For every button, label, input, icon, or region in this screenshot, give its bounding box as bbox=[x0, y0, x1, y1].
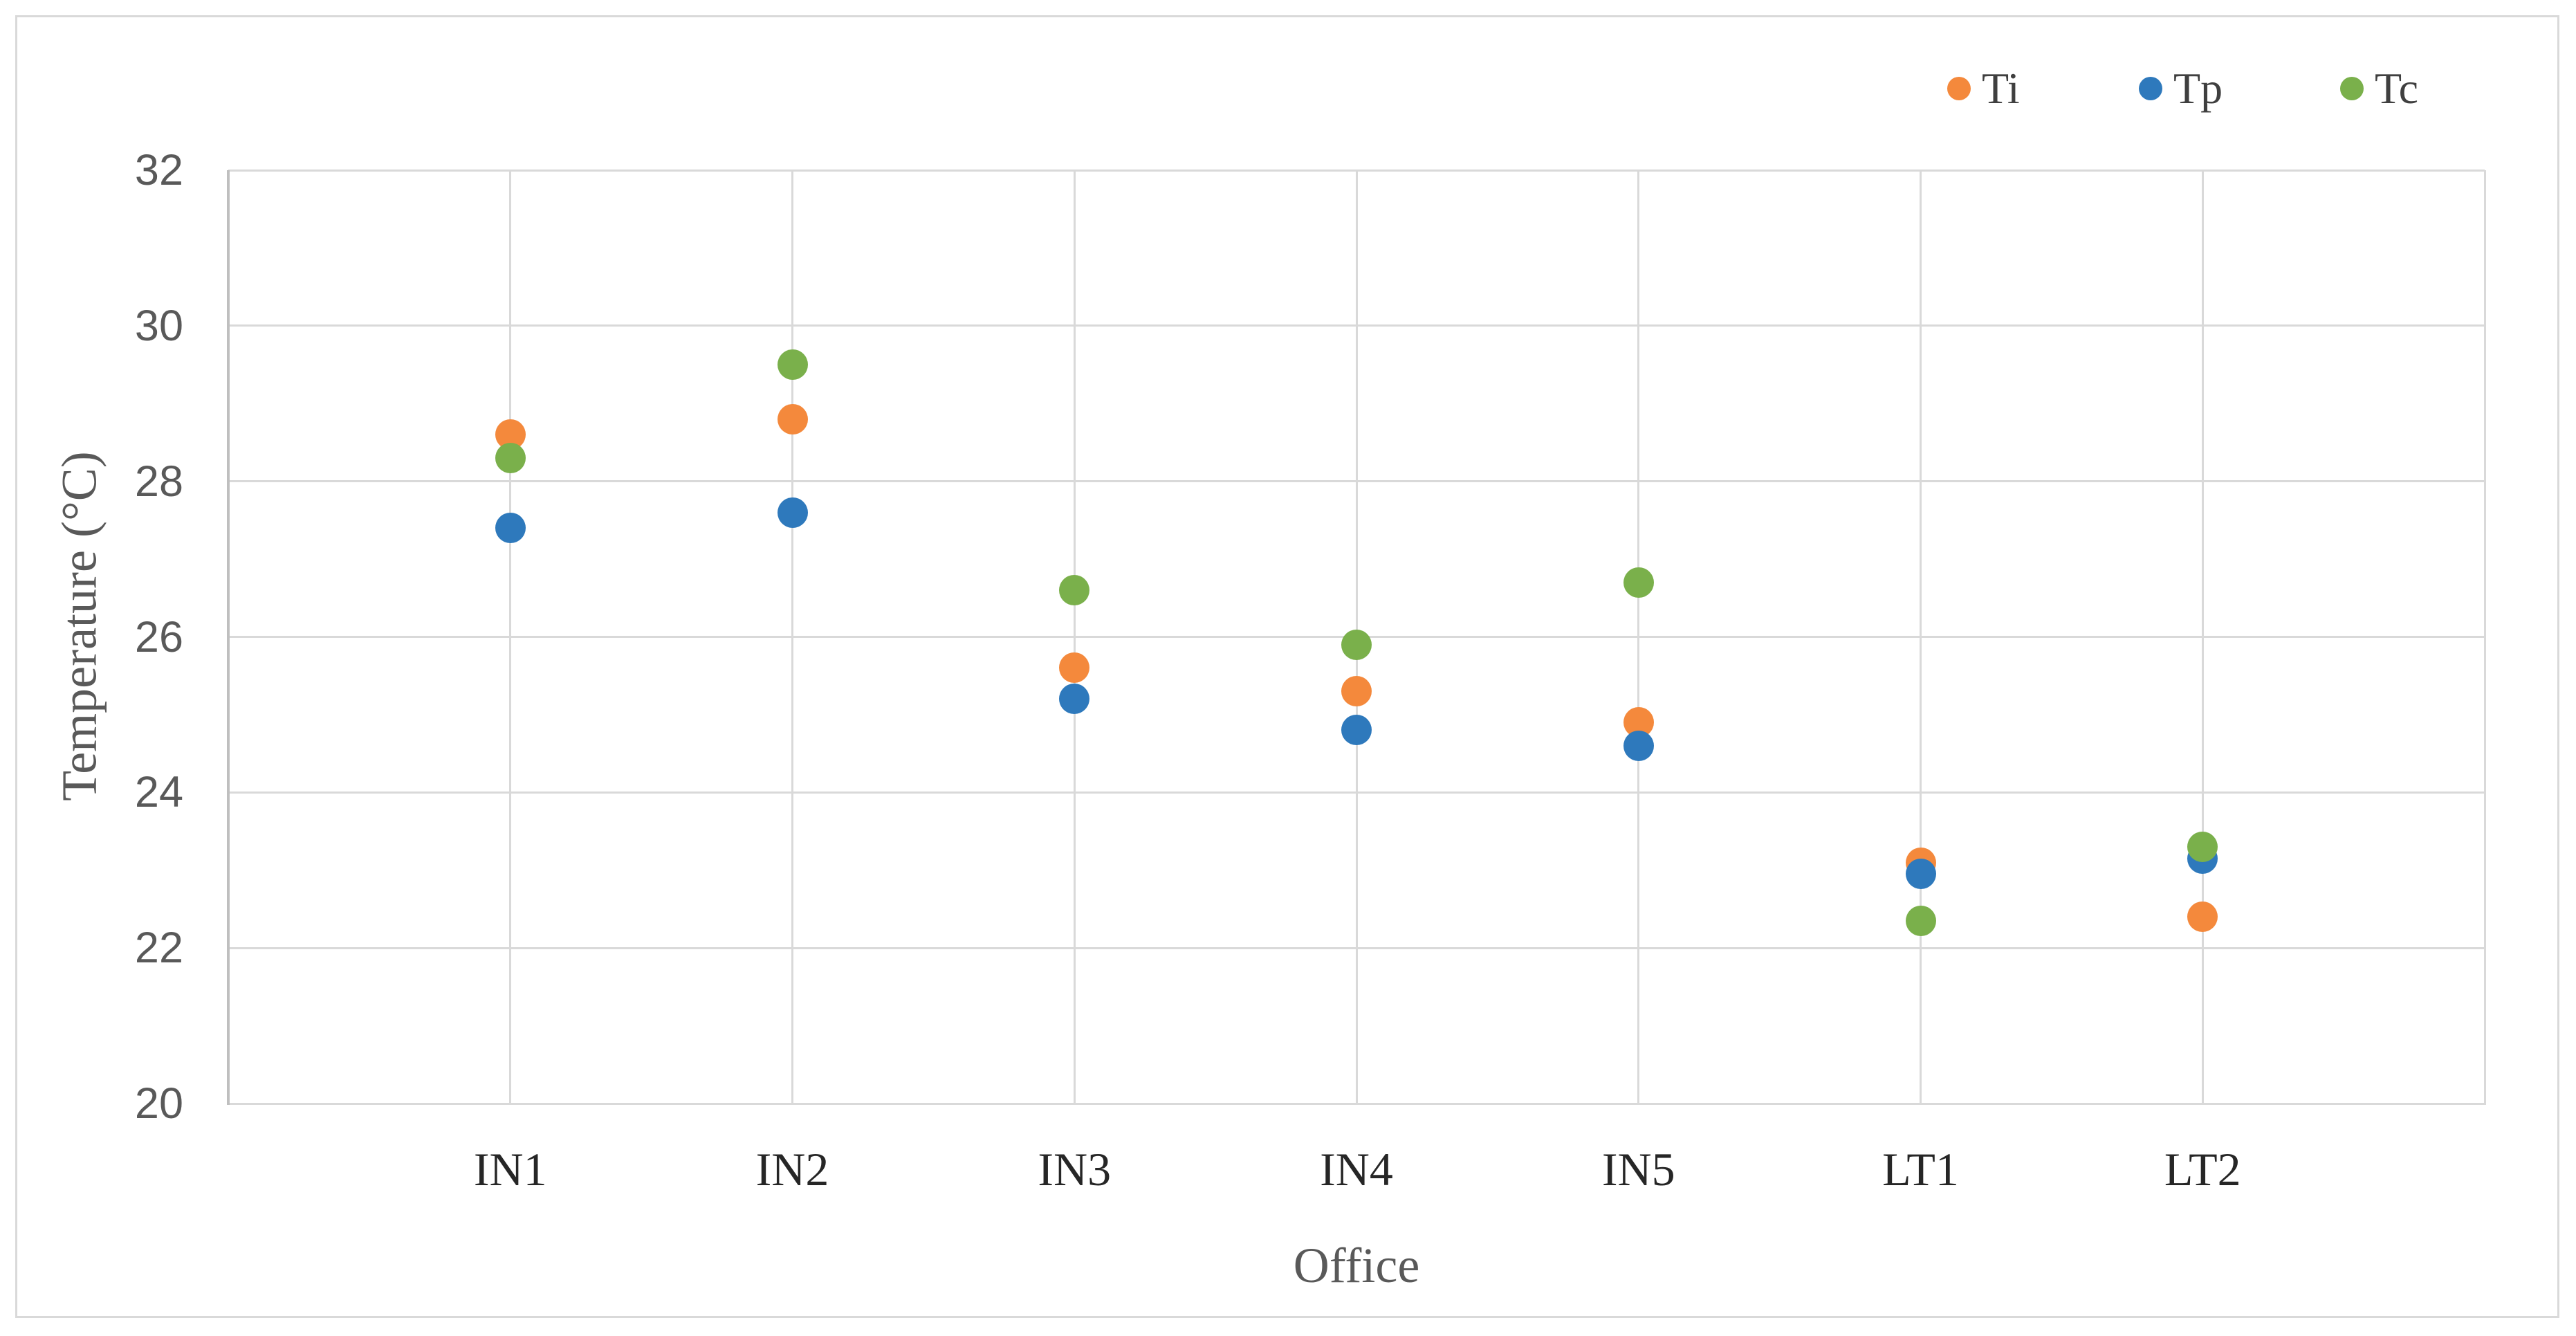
v-gridline-LT1 bbox=[1920, 170, 1922, 1104]
v-gridline-IN2 bbox=[791, 170, 793, 1104]
legend-label-tp: Tp bbox=[2173, 64, 2223, 113]
x-category-label-IN3: IN3 bbox=[1038, 1143, 1112, 1196]
x-axis-title: Office bbox=[1293, 1238, 1420, 1293]
v-gridline-LT2 bbox=[2201, 170, 2204, 1104]
y-tick-label-26: 26 bbox=[134, 612, 183, 661]
legend-label-tc: Tc bbox=[2375, 64, 2419, 113]
x-category-label-IN5: IN5 bbox=[1601, 1143, 1675, 1196]
y-axis-title: Temperature (°C) bbox=[51, 451, 107, 801]
x-category-label-LT1: LT1 bbox=[1882, 1143, 1959, 1196]
data-point-IN5-Tc bbox=[1623, 567, 1654, 598]
data-point-IN2-Ti bbox=[777, 403, 808, 434]
data-point-IN3-Tc bbox=[1059, 575, 1090, 606]
y-tick-label-22: 22 bbox=[134, 924, 183, 973]
data-point-IN3-Ti bbox=[1059, 652, 1090, 684]
y-tick-label-30: 30 bbox=[134, 301, 183, 350]
h-gridline-20 bbox=[228, 1102, 2485, 1105]
legend-item-tc: Tc bbox=[2340, 66, 2418, 111]
y-axis-line bbox=[227, 170, 230, 1105]
data-point-IN4-Tc bbox=[1341, 629, 1372, 660]
x-category-label-LT2: LT2 bbox=[2164, 1143, 2241, 1196]
x-category-label-IN1: IN1 bbox=[473, 1143, 547, 1196]
data-point-LT2-Tc bbox=[2187, 832, 2218, 863]
legend-marker-ti-icon bbox=[1947, 77, 1971, 100]
data-point-IN1-Tc bbox=[495, 442, 526, 473]
x-category-label-IN2: IN2 bbox=[755, 1143, 829, 1196]
plot-right-border bbox=[2483, 170, 2486, 1105]
y-tick-label-28: 28 bbox=[134, 457, 183, 506]
y-tick-label-24: 24 bbox=[134, 768, 183, 817]
data-point-IN1-Tp bbox=[495, 513, 526, 544]
data-point-LT2-Ti bbox=[2187, 902, 2218, 933]
data-point-IN4-Ti bbox=[1341, 676, 1372, 707]
data-point-IN3-Tp bbox=[1059, 684, 1090, 715]
figure-border bbox=[15, 15, 2559, 1318]
legend-item-tp: Tp bbox=[2139, 66, 2223, 111]
v-gridline-IN3 bbox=[1073, 170, 1076, 1104]
data-point-LT1-Tp bbox=[1905, 859, 1936, 890]
legend-item-ti: Ti bbox=[1947, 66, 2020, 111]
legend-label-ti: Ti bbox=[1982, 64, 2020, 113]
v-gridline-IN5 bbox=[1637, 170, 1640, 1104]
data-point-IN2-Tp bbox=[777, 497, 808, 528]
y-tick-label-32: 32 bbox=[134, 146, 183, 194]
data-point-IN2-Tc bbox=[777, 349, 808, 381]
x-category-label-IN4: IN4 bbox=[1320, 1143, 1393, 1196]
data-point-IN5-Tp bbox=[1623, 730, 1654, 761]
v-gridline-IN1 bbox=[509, 170, 512, 1104]
y-tick-label-20: 20 bbox=[134, 1079, 183, 1128]
legend-marker-tc-icon bbox=[2340, 77, 2364, 100]
data-point-LT1-Tc bbox=[1905, 905, 1936, 936]
data-point-IN4-Tp bbox=[1341, 715, 1372, 746]
legend-marker-tp-icon bbox=[2139, 77, 2162, 100]
